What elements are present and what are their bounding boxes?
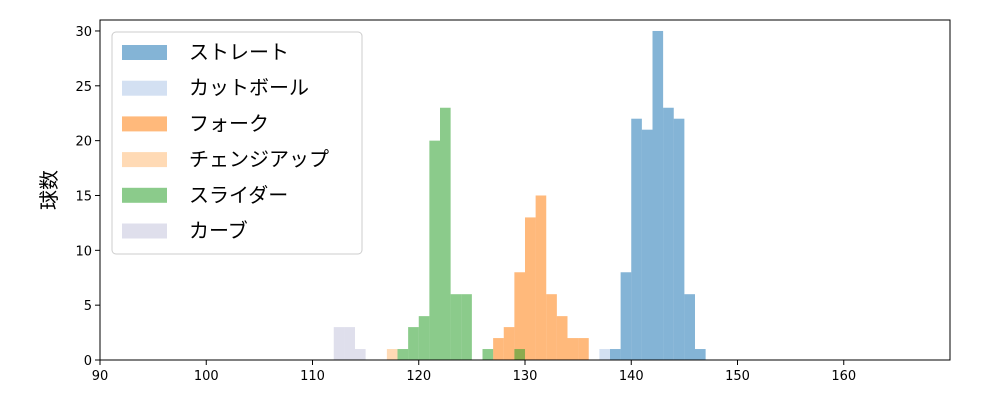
bar-series-4-bin-5 [450,294,462,360]
legend-swatch-1 [122,80,167,96]
bar-series-4-bin-3 [429,140,440,360]
y-tick-label-3: 15 [75,189,92,204]
bar-series-5-bin-1 [344,327,355,360]
histogram-bars [333,30,706,360]
x-tick-label-2: 110 [300,369,325,384]
bar-series-0-bin-0 [610,349,621,360]
bar-series-0-bin-2 [631,118,642,360]
bar-series-0-bin-3 [641,129,653,360]
legend-swatch-0 [122,45,167,60]
bar-series-2-bin-2 [514,272,525,360]
bar-series-2-bin-5 [546,294,557,360]
x-tick-label-4: 130 [513,369,538,384]
legend-label-2: フォーク [189,111,269,135]
bar-series-5-bin-0 [333,327,345,360]
bar-series-5-bin-2 [355,349,366,360]
x-tick-label-1: 100 [194,369,219,384]
bar-series-4-bin-1 [408,327,419,360]
bar-series-0-bin-8 [695,349,706,360]
bar-series-0-bin-7 [684,294,695,360]
bar-series-4-bin-7 [482,349,494,360]
bar-series-4-bin-8 [514,349,525,360]
bar-series-2-bin-8 [578,338,589,360]
legend-label-0: ストレート [189,40,289,64]
y-tick-label-1: 5 [84,299,92,314]
legend-box [111,31,363,255]
x-tick-label-7: 160 [831,369,856,384]
x-tick-label-6: 150 [725,369,750,384]
bar-series-0-bin-1 [620,272,632,360]
legend-swatch-4 [122,187,167,203]
bar-series-3-bin-0 [386,349,398,360]
bar-series-2-bin-6 [556,316,568,360]
bar-series-4-bin-0 [397,349,409,360]
bar-series-2-bin-1 [503,327,515,360]
y-tick-label-0: 0 [84,354,92,369]
bar-series-4-bin-4 [440,107,451,360]
legend-label-5: カーブ [189,219,248,243]
bar-series-0-bin-4 [652,30,664,360]
bar-series-2-bin-4 [535,195,547,360]
legend-swatch-2 [122,116,167,132]
y-tick-label-4: 20 [75,135,92,150]
legend-swatch-3 [122,152,167,168]
y-axis-label: 球数 [37,170,61,210]
y-tick-label-6: 30 [75,25,92,40]
legend-label-1: カットボール [189,76,309,100]
bar-series-2-bin-3 [525,217,536,360]
x-tick-label-5: 140 [619,369,644,384]
legend-label-3: チェンジアップ [189,147,329,171]
bar-series-0-bin-6 [673,118,685,360]
x-tick-label-3: 120 [406,369,431,384]
legend-swatch-5 [122,223,167,239]
y-axis: 0 5 10 15 20 25 30 [75,25,100,369]
bar-series-2-bin-7 [567,338,579,360]
x-axis: 90 100 110 120 130 140 150 160 [92,360,856,384]
bar-series-2-bin-0 [493,338,504,360]
legend-label-4: スライダー [189,183,288,207]
y-tick-label-2: 10 [75,244,92,259]
x-tick-label-0: 90 [92,369,109,384]
bar-series-4-bin-2 [418,316,430,360]
bar-series-0-bin-5 [663,107,674,360]
bar-series-4-bin-6 [461,294,472,360]
y-tick-label-5: 25 [75,80,92,95]
bar-series-1-bin-0 [599,349,610,360]
